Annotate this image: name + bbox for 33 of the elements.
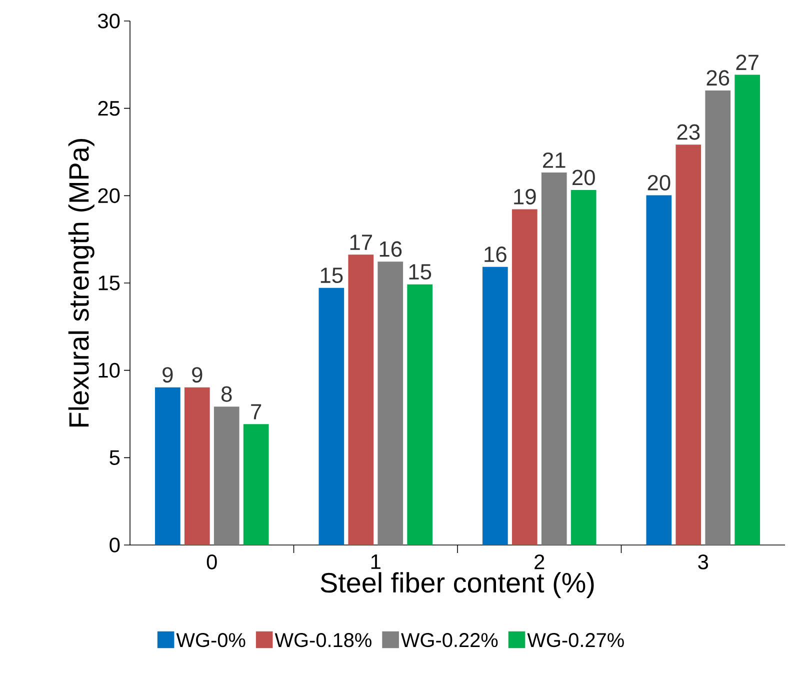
y-axis-title: Flexural strength (MPa) [68, 139, 94, 426]
x-tick-label: 1 [371, 554, 380, 569]
data-label: 27 [736, 54, 758, 70]
data-label: 9 [192, 367, 202, 383]
legend-label: WG-0% [176, 633, 246, 648]
data-label: 21 [543, 152, 566, 168]
y-tick-label: 30 [98, 14, 120, 28]
data-label: 15 [409, 264, 432, 280]
data-label: 16 [484, 246, 506, 262]
data-label: 23 [677, 124, 700, 140]
data-label: 26 [706, 70, 730, 86]
x-axis-title: Steel fiber content (%) [320, 572, 594, 598]
y-tick-label: 0 [110, 538, 120, 552]
y-tick-label: 15 [98, 276, 120, 290]
data-label: 9 [162, 367, 173, 383]
legend-label: WG-0.22% [401, 633, 498, 648]
legend-label: WG-0.18% [274, 633, 372, 648]
data-label: 8 [221, 386, 232, 402]
legend-label: WG-0.27% [527, 633, 624, 648]
data-label: 16 [380, 241, 402, 257]
data-label: 15 [320, 268, 343, 284]
x-tick-label: 0 [206, 554, 217, 570]
x-tick-label: 3 [698, 554, 708, 570]
data-label: 20 [572, 170, 595, 186]
data-label: 19 [514, 188, 536, 204]
y-tick-label: 10 [98, 362, 120, 378]
x-tick-label: 2 [534, 554, 544, 570]
data-label: 7 [251, 404, 262, 420]
y-tick-label: 20 [98, 188, 120, 204]
data-label: 20 [648, 174, 670, 190]
y-tick-label: 25 [98, 100, 120, 116]
data-label: 17 [350, 234, 372, 250]
y-tick-label: 5 [110, 450, 120, 465]
